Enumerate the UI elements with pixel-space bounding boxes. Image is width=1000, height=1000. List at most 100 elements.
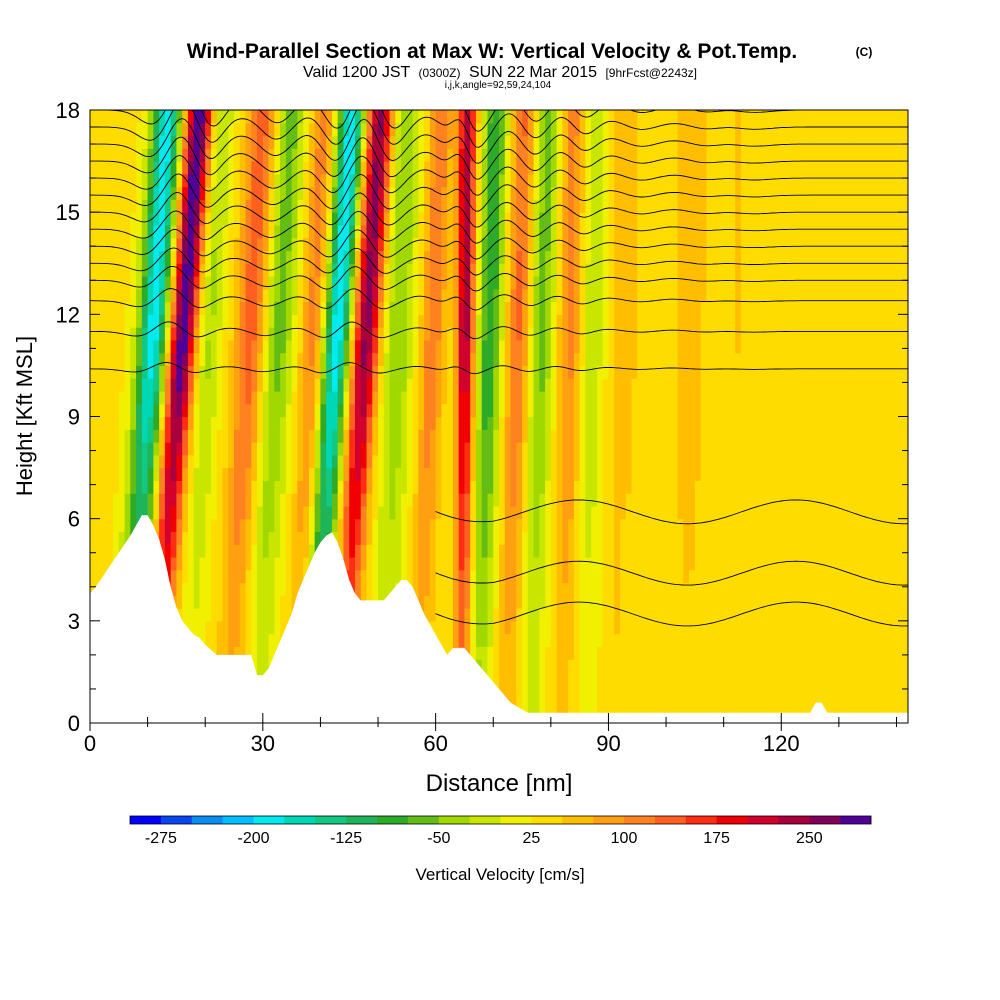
velocity-cell: [752, 110, 759, 723]
velocity-cell: [539, 110, 546, 213]
velocity-cell: [308, 276, 316, 367]
velocity-cell: [159, 390, 166, 405]
velocity-cell: [170, 505, 178, 533]
velocity-cell: [176, 480, 183, 494]
velocity-cell: [245, 199, 252, 264]
velocity-cell: [228, 224, 235, 341]
velocity-cell: [182, 416, 189, 430]
colorbar-swatch: [191, 816, 223, 824]
velocity-cell: [159, 288, 166, 315]
subtitle-utc: (0300Z): [418, 66, 460, 80]
velocity-cell: [153, 161, 160, 188]
velocity-cell: [308, 505, 316, 545]
velocity-cell: [556, 110, 563, 188]
velocity-cell: [320, 301, 327, 328]
velocity-cell: [222, 110, 229, 226]
velocity-cell: [694, 480, 702, 723]
velocity-cell: [170, 569, 178, 596]
velocity-cell: [124, 301, 131, 430]
velocity-cell: [792, 110, 800, 723]
colorbar-swatch: [593, 816, 625, 824]
velocity-cell: [257, 390, 264, 443]
velocity-cell: [147, 314, 154, 379]
velocity-cell: [320, 110, 327, 175]
velocity-cell: [383, 237, 391, 264]
subtitle-forecast: [9hrFcst@2243z]: [605, 66, 697, 80]
velocity-cell: [337, 403, 345, 418]
velocity-cell: [406, 110, 414, 264]
velocity-cell: [257, 442, 264, 507]
velocity-cell: [383, 135, 391, 162]
velocity-cell: [187, 429, 195, 456]
velocity-cell: [481, 429, 489, 558]
velocity-cell: [268, 186, 275, 239]
velocity-cell: [366, 352, 373, 379]
velocity-cell: [389, 301, 396, 520]
velocity-cell: [320, 173, 327, 239]
colorbar-swatch: [809, 816, 841, 824]
velocity-cell: [510, 110, 517, 188]
velocity-cell: [522, 531, 529, 723]
velocity-cell: [366, 442, 373, 469]
velocity-cell: [182, 110, 189, 124]
colorbar-tick-label: -275: [145, 830, 177, 847]
velocity-cell: [372, 110, 379, 124]
velocity-cell: [176, 493, 183, 520]
velocity-cell: [378, 301, 385, 328]
velocity-cell: [573, 135, 581, 354]
velocity-cell: [187, 390, 195, 405]
velocity-cell: [401, 110, 408, 392]
velocity-cell: [787, 110, 794, 723]
velocity-cell: [170, 352, 178, 379]
velocity-cell: [268, 327, 275, 533]
velocity-cell: [746, 110, 754, 723]
velocity-cell: [441, 110, 448, 188]
velocity-cell: [458, 301, 466, 392]
velocity-cell: [199, 161, 206, 175]
velocity-cell: [401, 390, 408, 494]
velocity-cell: [187, 110, 195, 124]
velocity-cell: [141, 327, 149, 379]
theta-contour: [90, 210, 908, 244]
velocity-cell: [614, 633, 621, 723]
velocity-cell: [199, 110, 206, 124]
velocity-cell: [424, 250, 431, 341]
velocity-cell: [625, 110, 633, 494]
colorbar-tick-label: 250: [796, 830, 823, 847]
velocity-cell: [187, 493, 195, 723]
velocity-cell: [343, 505, 350, 571]
velocity-cell: [354, 365, 362, 481]
velocity-cell: [763, 110, 771, 723]
velocity-cell: [210, 416, 218, 520]
velocity-cell: [136, 403, 143, 571]
velocity-cell: [562, 110, 569, 188]
velocity-cell: [337, 518, 345, 558]
velocity-cell: [798, 110, 805, 723]
velocity-cell: [694, 110, 702, 481]
velocity-cell: [136, 365, 143, 405]
velocity-cell: [314, 148, 322, 277]
velocity-cell: [475, 224, 483, 315]
velocity-cell: [182, 467, 189, 494]
velocity-cell: [573, 110, 581, 137]
theta-contour: [435, 560, 908, 586]
velocity-cell: [366, 327, 373, 354]
velocity-cell: [170, 161, 178, 188]
velocity-cell: [285, 110, 293, 252]
velocity-cell: [504, 633, 512, 723]
velocity-cell: [372, 454, 379, 520]
velocity-cell: [262, 339, 270, 392]
velocity-cell: [147, 467, 154, 494]
velocity-cell: [487, 416, 494, 494]
velocity-cell: [326, 237, 333, 264]
velocity-cell: [257, 237, 264, 303]
x-axis-ticks: 0 30 60 90 120: [84, 713, 897, 756]
velocity-cell: [360, 569, 368, 622]
velocity-cell: [343, 378, 350, 392]
velocity-cell: [326, 263, 333, 290]
velocity-cell: [320, 442, 327, 584]
velocity-cell: [164, 544, 172, 584]
velocity-cell: [596, 646, 604, 723]
y-tick-label: 0: [68, 711, 80, 736]
velocity-cell: [510, 620, 517, 723]
